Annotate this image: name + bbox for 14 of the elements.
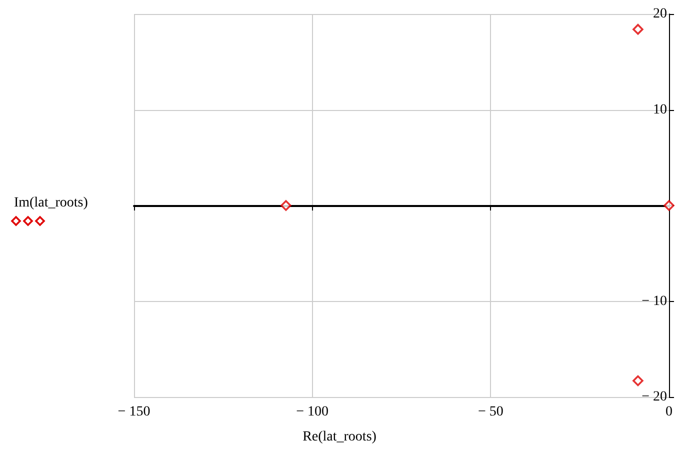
y-tick-label: 20 <box>653 6 667 22</box>
x-tick-label: − 100 <box>296 404 329 420</box>
point <box>632 24 644 35</box>
point <box>632 375 644 386</box>
x-tick-label: − 150 <box>118 404 150 420</box>
y-axis-title: Im(lat_roots) <box>14 196 88 210</box>
y-tick-label: − 20 <box>642 390 667 404</box>
y-tick-label: 10 <box>653 102 667 118</box>
point <box>664 200 674 211</box>
x-axis-title: Re(lat_roots) <box>302 430 377 444</box>
x-tick-label: 0 <box>666 404 672 420</box>
x-tick-label: − 50 <box>478 404 504 420</box>
y-tick-label: − 10 <box>642 294 667 309</box>
point <box>280 200 292 211</box>
